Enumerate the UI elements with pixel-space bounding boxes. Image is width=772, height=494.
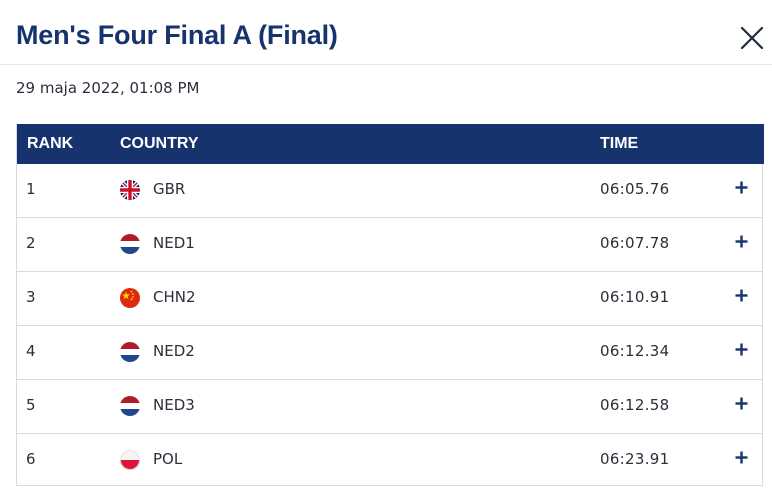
table-row[interactable]: 5 NED3 06:12.58	[17, 380, 762, 434]
rank-cell: 6	[26, 450, 36, 468]
ned-flag-icon	[120, 396, 140, 416]
expand-row-button[interactable]	[735, 179, 748, 194]
time-cell: 06:07.78	[600, 234, 670, 252]
time-cell: 06:12.34	[600, 342, 670, 360]
plus-icon	[735, 289, 748, 302]
expand-row-button[interactable]	[735, 233, 748, 248]
chn-flag-icon	[120, 288, 140, 308]
rank-cell: 3	[26, 288, 36, 306]
country-cell: POL	[153, 450, 183, 468]
time-cell: 06:23.91	[600, 450, 670, 468]
plus-icon	[735, 181, 748, 194]
expand-row-button[interactable]	[735, 449, 748, 464]
rank-cell: 2	[26, 234, 36, 252]
rank-cell: 4	[26, 342, 36, 360]
time-cell: 06:10.91	[600, 288, 670, 306]
plus-icon	[735, 235, 748, 248]
close-icon	[740, 26, 764, 50]
plus-icon	[735, 451, 748, 464]
country-cell: CHN2	[153, 288, 196, 306]
column-header-rank: RANK	[27, 135, 74, 152]
time-cell: 06:12.58	[600, 396, 670, 414]
expand-row-button[interactable]	[735, 287, 748, 302]
table-row[interactable]: 1 GBR 06:05.76	[17, 164, 762, 218]
column-header-country: COUNTRY	[120, 135, 199, 152]
rank-cell: 5	[26, 396, 36, 414]
country-cell: NED2	[153, 342, 195, 360]
table-header: RANK COUNTRY TIME	[17, 124, 764, 164]
page-title: Men's Four Final A (Final)	[16, 20, 338, 50]
results-table: RANK COUNTRY TIME 1 GBR 06:05.76 2 NED1 06:07…	[16, 124, 764, 488]
table-row[interactable]: 2 NED1 06:07.78	[17, 218, 762, 272]
rank-cell: 1	[26, 180, 36, 198]
gbr-flag-icon	[120, 180, 140, 200]
country-cell: NED1	[153, 234, 195, 252]
table-row[interactable]: 3 CHN2 06:10.91	[17, 272, 762, 326]
table-row[interactable]: 4 NED2 06:12.34	[17, 326, 762, 380]
country-cell: NED3	[153, 396, 195, 414]
race-datetime: 29 maja 2022, 01:08 PM	[16, 79, 200, 97]
expand-row-button[interactable]	[735, 395, 748, 410]
table-row[interactable]: 6 POL 06:23.91	[17, 434, 762, 488]
plus-icon	[735, 343, 748, 356]
time-cell: 06:05.76	[600, 180, 670, 198]
modal-header: Men's Four Final A (Final)	[0, 0, 772, 65]
pol-flag-icon	[120, 450, 140, 470]
ned-flag-icon	[120, 234, 140, 254]
close-button[interactable]	[738, 24, 766, 52]
column-header-time: TIME	[600, 135, 639, 152]
expand-row-button[interactable]	[735, 341, 748, 356]
ned-flag-icon	[120, 342, 140, 362]
plus-icon	[735, 397, 748, 410]
country-cell: GBR	[153, 180, 186, 198]
